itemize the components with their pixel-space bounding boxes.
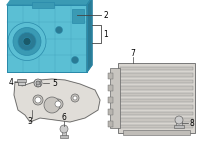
Circle shape (34, 79, 42, 87)
Text: 1: 1 (103, 30, 108, 39)
Polygon shape (14, 79, 100, 122)
Text: 6: 6 (62, 113, 66, 122)
Polygon shape (7, 0, 92, 5)
Circle shape (56, 26, 63, 34)
Circle shape (35, 97, 41, 103)
Bar (120, 67, 193, 70)
Circle shape (73, 96, 77, 100)
Circle shape (72, 56, 79, 64)
Text: 8: 8 (190, 118, 195, 127)
Circle shape (175, 116, 183, 124)
Text: 3: 3 (28, 117, 32, 127)
Bar (32, 2, 54, 8)
Text: 5: 5 (52, 78, 57, 87)
Circle shape (33, 95, 43, 105)
Bar (62, 127, 66, 136)
Bar (120, 125, 193, 128)
Bar (120, 80, 193, 83)
Circle shape (71, 94, 79, 102)
Text: 4: 4 (9, 77, 13, 86)
Bar (108, 97, 113, 103)
Text: 2: 2 (103, 10, 108, 20)
Circle shape (44, 97, 60, 113)
Circle shape (36, 81, 40, 85)
Bar (7, 5, 87, 72)
Bar (120, 93, 193, 96)
Circle shape (55, 101, 61, 107)
Polygon shape (87, 0, 92, 72)
Bar (176, 119, 182, 126)
Bar (7, 5, 87, 72)
Circle shape (18, 32, 36, 51)
Bar (120, 105, 193, 109)
Bar (108, 121, 113, 127)
Bar (17, 79, 26, 82)
Circle shape (8, 22, 46, 61)
Bar (123, 130, 190, 135)
Bar (174, 125, 184, 128)
Circle shape (60, 125, 68, 133)
Bar (120, 112, 193, 115)
Bar (108, 109, 113, 115)
Bar (72, 9, 84, 23)
Bar (18, 79, 25, 85)
Bar (120, 99, 193, 102)
Bar (118, 63, 195, 133)
Bar (120, 118, 193, 122)
Bar (120, 73, 193, 77)
Bar (108, 73, 113, 79)
Bar (110, 68, 120, 128)
Text: 7: 7 (131, 49, 135, 57)
Circle shape (23, 37, 31, 46)
Bar (60, 135, 68, 138)
Bar (36, 81, 40, 86)
Circle shape (53, 99, 63, 109)
Bar (120, 86, 193, 90)
Bar (108, 85, 113, 91)
Circle shape (13, 27, 41, 56)
